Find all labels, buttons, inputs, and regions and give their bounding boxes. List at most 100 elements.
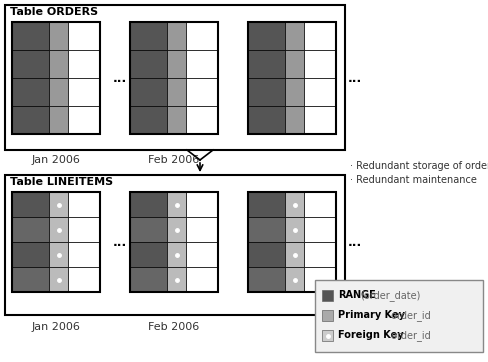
Bar xyxy=(68,217,100,242)
Text: order_id: order_id xyxy=(387,310,430,321)
Bar xyxy=(130,22,167,50)
Bar xyxy=(248,50,285,78)
Bar xyxy=(167,50,186,78)
Bar xyxy=(12,192,100,292)
Bar xyxy=(186,217,218,242)
Bar xyxy=(49,22,68,50)
Bar xyxy=(305,267,336,292)
Text: Jan 2006: Jan 2006 xyxy=(32,322,81,332)
Text: Feb 2006: Feb 2006 xyxy=(148,155,200,165)
Bar xyxy=(130,192,218,292)
Text: ...: ... xyxy=(113,236,127,248)
Text: ...: ... xyxy=(348,72,362,84)
Bar xyxy=(12,242,49,267)
Text: Foreign Key: Foreign Key xyxy=(338,331,404,341)
Bar xyxy=(305,22,336,50)
Bar xyxy=(248,192,285,217)
Bar xyxy=(167,106,186,134)
Bar xyxy=(12,50,49,78)
Bar xyxy=(49,50,68,78)
Bar xyxy=(167,22,186,50)
Bar xyxy=(49,192,68,217)
Bar xyxy=(68,22,100,50)
Bar xyxy=(167,242,186,267)
Bar xyxy=(186,267,218,292)
Bar xyxy=(12,192,49,217)
Text: (order_date): (order_date) xyxy=(361,290,421,301)
Text: Table ORDERS: Table ORDERS xyxy=(10,7,98,17)
Bar xyxy=(285,192,305,217)
Text: · Redundant maintenance: · Redundant maintenance xyxy=(350,175,477,185)
Bar xyxy=(186,22,218,50)
Bar xyxy=(186,50,218,78)
Bar xyxy=(130,106,167,134)
Bar xyxy=(12,22,49,50)
Bar xyxy=(49,106,68,134)
Bar xyxy=(248,106,285,134)
Bar xyxy=(167,217,186,242)
Bar xyxy=(49,242,68,267)
Text: Primary Key: Primary Key xyxy=(338,311,405,320)
Bar xyxy=(167,267,186,292)
Bar xyxy=(5,175,345,315)
Bar xyxy=(130,242,167,267)
Bar xyxy=(248,267,285,292)
Bar xyxy=(305,106,336,134)
Bar xyxy=(285,50,305,78)
Bar xyxy=(167,192,186,217)
Text: ...: ... xyxy=(348,236,362,248)
Bar xyxy=(5,5,345,150)
Bar xyxy=(285,78,305,106)
Bar xyxy=(322,290,333,301)
Bar xyxy=(305,78,336,106)
Bar xyxy=(305,242,336,267)
Text: ...: ... xyxy=(113,72,127,84)
Bar xyxy=(130,217,167,242)
Bar xyxy=(49,217,68,242)
Bar xyxy=(12,267,49,292)
Bar xyxy=(12,106,49,134)
Bar xyxy=(322,310,333,321)
Bar xyxy=(248,217,285,242)
Bar xyxy=(186,242,218,267)
Bar xyxy=(248,192,336,292)
Text: · Redundant storage of order_date: · Redundant storage of order_date xyxy=(350,160,488,171)
Bar xyxy=(12,78,49,106)
Bar xyxy=(285,267,305,292)
Bar xyxy=(305,50,336,78)
Bar xyxy=(68,50,100,78)
Bar xyxy=(68,192,100,217)
Bar xyxy=(130,267,167,292)
Bar xyxy=(68,242,100,267)
Bar xyxy=(68,106,100,134)
Text: Table LINEITEMS: Table LINEITEMS xyxy=(10,177,113,187)
Bar xyxy=(186,192,218,217)
Bar xyxy=(68,78,100,106)
Bar xyxy=(248,78,285,106)
Bar xyxy=(248,22,285,50)
Bar xyxy=(130,22,218,134)
Bar xyxy=(305,192,336,217)
Bar xyxy=(12,217,49,242)
Bar xyxy=(130,50,167,78)
Text: order_id: order_id xyxy=(387,330,430,341)
Bar xyxy=(248,22,336,134)
Text: Feb 2006: Feb 2006 xyxy=(148,322,200,332)
Bar xyxy=(68,267,100,292)
Bar xyxy=(322,330,333,341)
Text: Jan 2006: Jan 2006 xyxy=(32,155,81,165)
Bar xyxy=(285,217,305,242)
Bar xyxy=(130,78,167,106)
Bar xyxy=(305,217,336,242)
Text: RANGE: RANGE xyxy=(338,290,376,300)
Bar xyxy=(49,78,68,106)
Bar xyxy=(167,78,186,106)
Bar xyxy=(285,106,305,134)
Bar xyxy=(315,280,483,352)
Bar xyxy=(12,22,100,134)
Bar xyxy=(186,106,218,134)
Bar xyxy=(130,192,167,217)
Bar xyxy=(285,22,305,50)
Bar xyxy=(285,242,305,267)
Bar xyxy=(186,78,218,106)
